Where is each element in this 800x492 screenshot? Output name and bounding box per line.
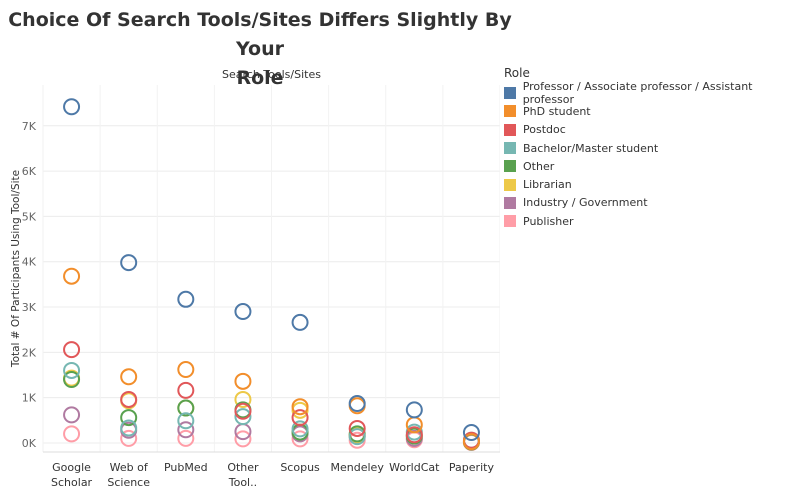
data-point xyxy=(291,430,309,448)
x-tick-label: Web of xyxy=(110,461,149,474)
legend[interactable]: Role Professor / Associate professor / A… xyxy=(504,66,800,230)
x-tick-label: Scopus xyxy=(280,461,320,474)
data-point xyxy=(291,313,309,331)
data-point xyxy=(120,429,138,447)
y-tick-label: 0K xyxy=(22,437,37,450)
scatter-chart: Search Tools/Sites Total # Of Participant… xyxy=(10,68,500,489)
x-tick-label: Scholar xyxy=(51,476,93,489)
legend-swatch xyxy=(504,123,516,136)
y-tick-label: 5K xyxy=(22,210,37,223)
legend-label: Publisher xyxy=(523,214,574,228)
data-point xyxy=(234,372,252,390)
legend-swatch xyxy=(504,196,516,209)
x-tick-label: Paperity xyxy=(449,461,495,474)
data-point xyxy=(462,433,480,451)
chart-title: Choice Of Search Tools/Sites Differs Sli… xyxy=(0,6,520,93)
legend-label: Other xyxy=(523,159,555,173)
data-point xyxy=(462,424,480,442)
x-tick-label: WorldCat xyxy=(389,461,440,474)
x-tick-label: Tool.. xyxy=(228,476,257,489)
data-point xyxy=(63,341,81,359)
legend-items: Professor / Associate professor / Assist… xyxy=(504,80,800,230)
legend-item[interactable]: Industry / Government xyxy=(504,194,800,212)
y-tick-label: 1K xyxy=(22,392,37,405)
legend-label: Professor / Associate professor / Assist… xyxy=(522,80,753,107)
legend-swatch xyxy=(504,87,516,100)
data-point xyxy=(405,401,423,419)
legend-swatch xyxy=(504,178,516,191)
x-tick-label: Other xyxy=(227,461,259,474)
y-tick-label: 2K xyxy=(22,346,37,359)
data-point xyxy=(177,381,195,399)
data-point xyxy=(348,428,366,446)
legend-label: Librarian xyxy=(523,178,572,192)
x-tick-label: Science xyxy=(107,476,150,489)
legend-label: PhD student xyxy=(523,104,591,118)
x-tick-label: Mendeley xyxy=(331,461,385,474)
legend-item[interactable]: Professor / Associate professor / Assist… xyxy=(504,80,800,106)
y-tick-label: 6K xyxy=(22,165,37,178)
data-point xyxy=(291,398,309,416)
data-point xyxy=(63,406,81,424)
legend-label: Industry / Government xyxy=(523,196,648,210)
x-axis-title: Search Tools/Sites xyxy=(222,68,321,81)
y-tick-label: 7K xyxy=(22,120,37,133)
data-point xyxy=(120,368,138,386)
legend-item[interactable]: Postdoc xyxy=(504,121,800,139)
data-point xyxy=(63,371,81,389)
data-point xyxy=(177,290,195,308)
data-point xyxy=(63,361,81,379)
data-point xyxy=(348,419,366,437)
data-point xyxy=(177,412,195,430)
legend-label: Postdoc xyxy=(523,123,566,137)
data-point xyxy=(348,395,366,413)
data-point xyxy=(405,426,423,444)
data-point xyxy=(177,421,195,439)
data-point xyxy=(177,429,195,447)
legend-swatch xyxy=(504,160,516,173)
legend-title: Role xyxy=(504,66,530,80)
data-point xyxy=(63,267,81,285)
data-point xyxy=(120,390,138,408)
y-tick-label: 4K xyxy=(22,256,37,269)
legend-swatch xyxy=(504,215,516,228)
chart-title-line-1: Choice Of Search Tools/Sites Differs Sli… xyxy=(8,9,512,60)
y-tick-label: 3K xyxy=(22,301,37,314)
y-axis-title: Total # Of Participants Using Tool/Site xyxy=(10,170,22,368)
legend-item[interactable]: Bachelor/Master student xyxy=(504,139,800,157)
legend-item[interactable]: Librarian xyxy=(504,175,800,193)
data-point xyxy=(177,361,195,379)
x-tick-label: Google xyxy=(52,461,91,474)
legend-swatch xyxy=(504,142,516,155)
data-point xyxy=(234,390,252,408)
data-point xyxy=(120,254,138,272)
data-point xyxy=(234,303,252,321)
data-point xyxy=(120,409,138,427)
legend-label: Bachelor/Master student xyxy=(523,141,659,155)
legend-item[interactable]: Other xyxy=(504,157,800,175)
data-point xyxy=(63,98,81,116)
x-tick-label: PubMed xyxy=(164,461,208,474)
data-point xyxy=(291,409,309,427)
data-point xyxy=(234,408,252,426)
legend-item[interactable]: Publisher xyxy=(504,212,800,230)
data-point xyxy=(234,430,252,448)
legend-item[interactable]: PhD student xyxy=(504,102,800,120)
chart-title-line-2: Role xyxy=(236,67,284,89)
data-point xyxy=(63,425,81,443)
data-point xyxy=(234,402,252,420)
data-point xyxy=(291,420,309,438)
data-point xyxy=(177,399,195,417)
legend-swatch xyxy=(504,105,516,118)
data-point xyxy=(120,419,138,437)
